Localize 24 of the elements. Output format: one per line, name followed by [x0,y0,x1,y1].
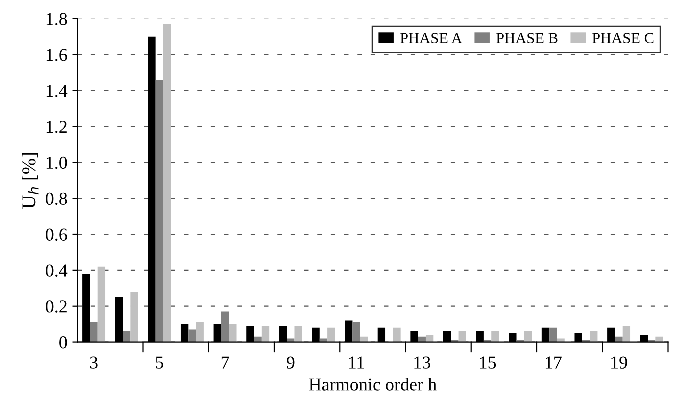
y-tick-label: 1.2 [46,121,67,134]
x-tick-label: 13 [414,356,430,369]
x-tick-label: 17 [546,356,562,369]
x-tick-label: 15 [480,356,496,369]
y-tick-label: 0.8 [46,192,68,206]
y-tick-label: 0 [60,336,68,349]
y-tick-label: 1.8 [46,13,68,26]
x-tick-label: 3 [90,356,98,369]
legend-label: PHASE A [400,33,462,44]
x-tick-label: 7 [222,356,230,369]
x-tick-label: 11 [349,356,364,369]
legend-label: PHASE C [592,33,654,44]
y-tick-label: 1.0 [46,156,68,170]
legend-label: PHASE B [496,33,558,44]
y-tick-label: 0.4 [46,264,68,277]
y-tick-label: 1.6 [46,49,68,62]
x-tick-label: 9 [286,356,295,369]
y-axis-title: U$_{h}$ [%] [22,153,39,209]
y-tick-label: 1.4 [46,85,68,98]
y-tick-label: 0.2 [46,300,67,313]
x-tick-label: 19 [612,356,628,369]
x-tick-label: 5 [156,356,164,369]
x-axis-title: Harmonic order h [309,378,437,391]
y-tick-label: 0.6 [46,228,68,242]
